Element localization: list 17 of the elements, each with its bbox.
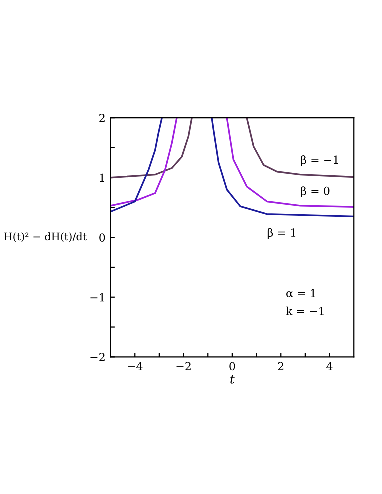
series-label: β = 0 [301,186,330,198]
series-label: β = −1 [301,156,338,166]
x-tick-label: −2 [176,362,191,370]
y-tick-label: −1 [90,293,104,302]
x-tick-label: 0 [230,362,236,371]
y-tick-label: −2 [90,353,105,362]
y-tick-label: 1 [100,174,104,182]
y-tick-label: 2 [100,114,105,122]
annotation: k = −1 [286,306,324,316]
series-label: β = 1 [268,228,296,240]
x-axis-title: t [230,375,235,384]
annotation: α = 1 [286,289,316,298]
x-tick-label: 2 [278,362,284,370]
y-axis-title: H(t)² − dH(t)/dt [4,232,87,242]
x-tick-label: 4 [326,362,333,370]
y-tick-label: 0 [100,234,106,242]
x-tick-label: −4 [128,362,143,370]
